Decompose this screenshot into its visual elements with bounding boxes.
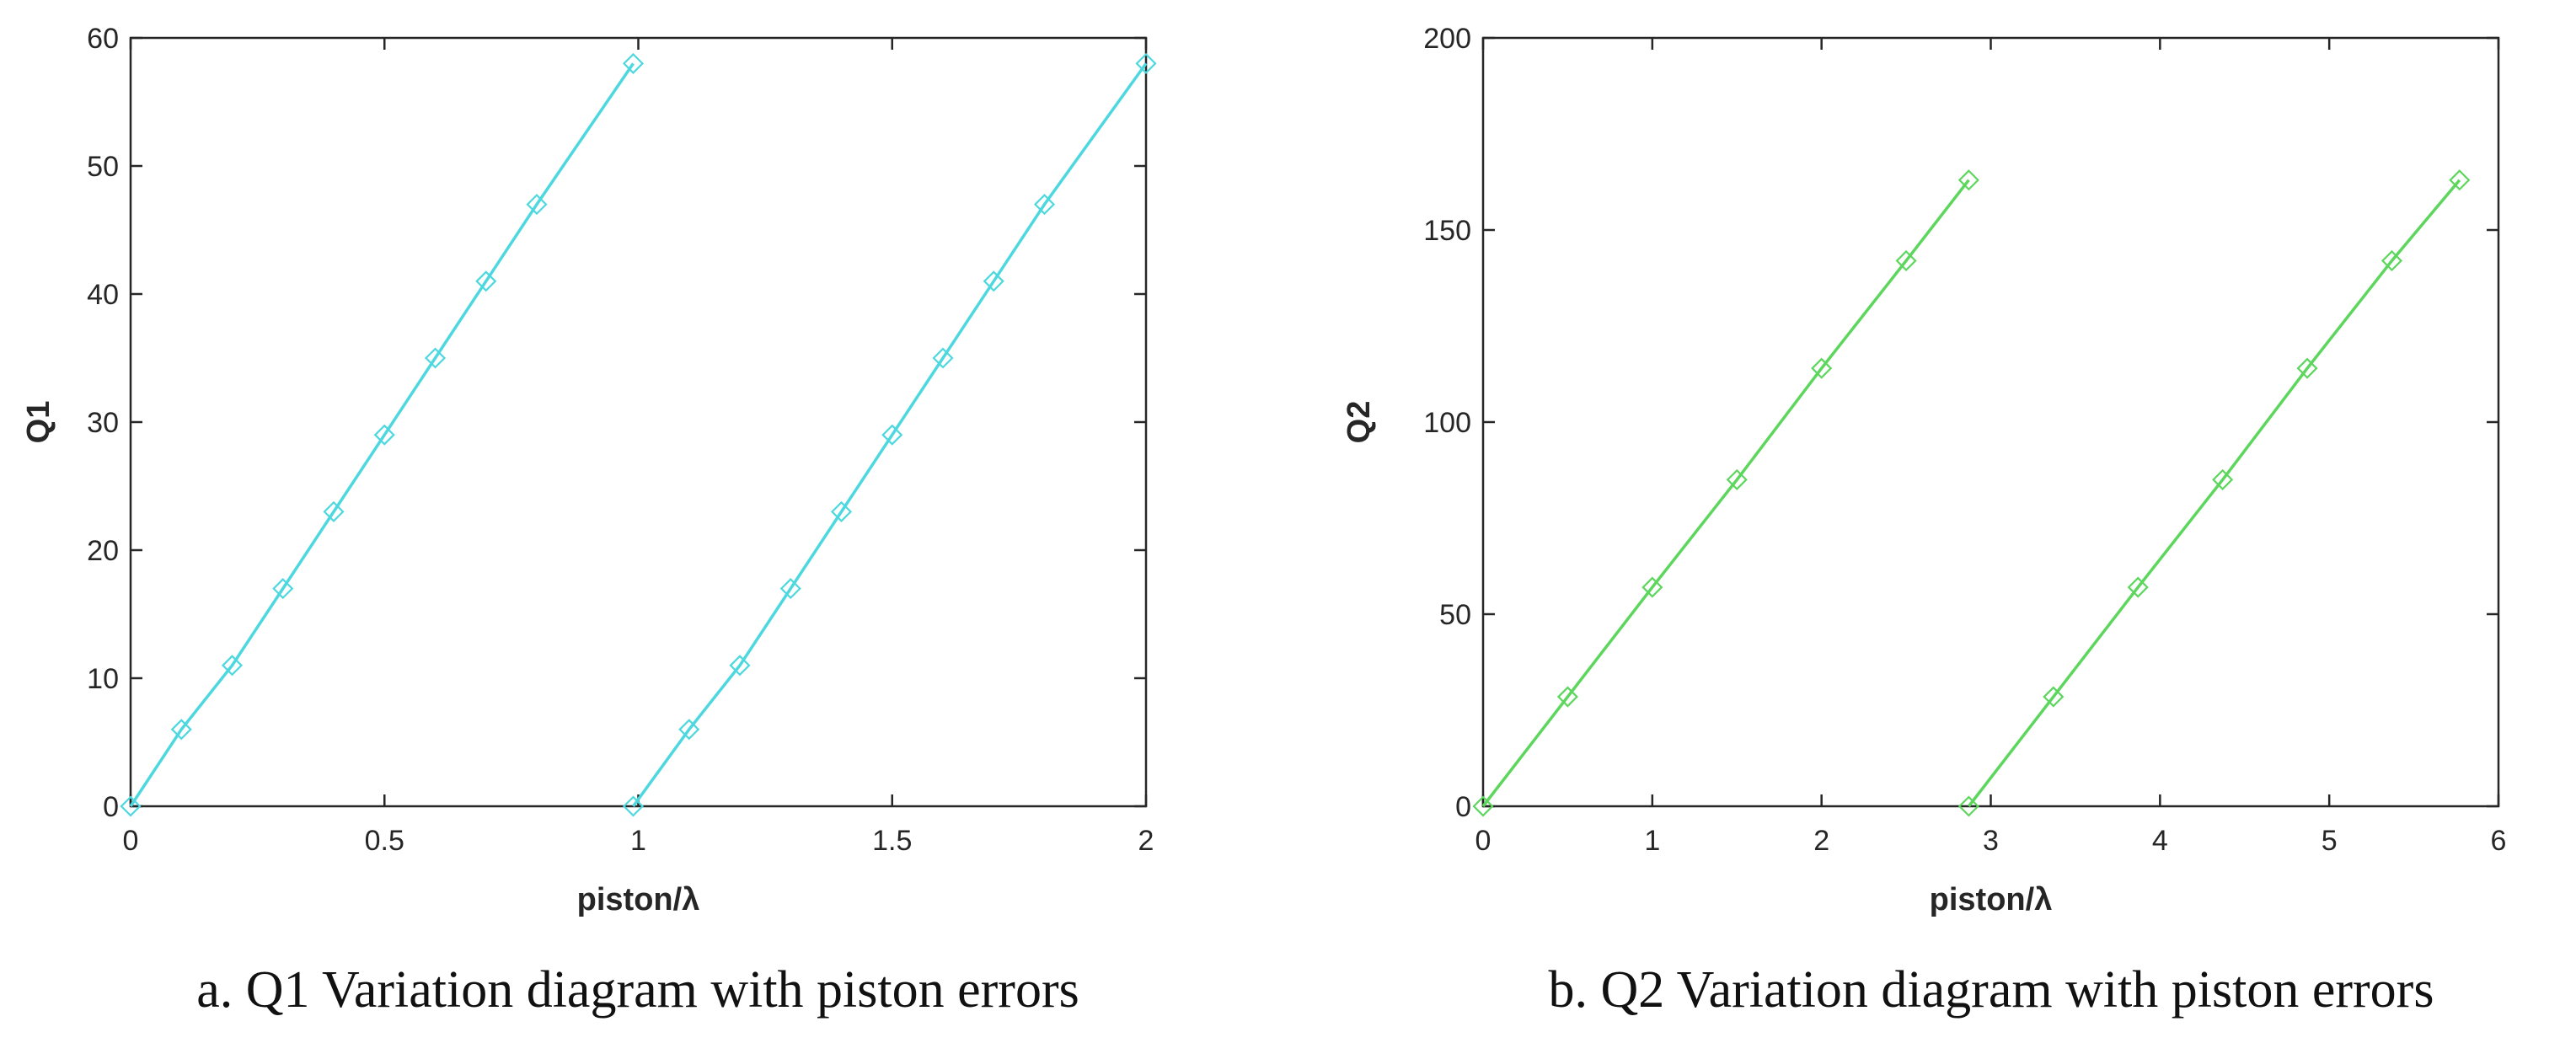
y-tick-label: 200 — [1423, 23, 1471, 55]
data-point-marker — [1472, 795, 1494, 817]
data-point-marker — [1811, 357, 1833, 379]
data-point-marker — [2381, 249, 2403, 272]
y-tick-label: 10 — [87, 663, 119, 695]
data-point-marker — [622, 52, 645, 74]
x-axis-label: piston/λ — [1930, 882, 2053, 917]
data-point-marker — [2043, 686, 2065, 708]
data-point-marker — [1957, 169, 1979, 191]
series-line — [632, 62, 1148, 808]
y-tick-label: 60 — [87, 23, 119, 55]
x-tick-label: 2 — [1138, 825, 1154, 857]
data-point-marker — [272, 578, 294, 600]
x-tick-label: 0.5 — [365, 825, 404, 857]
y-tick-label: 150 — [1423, 215, 1471, 247]
y-tick-label: 30 — [87, 407, 119, 439]
x-tick-label: 1 — [1644, 825, 1660, 857]
data-point-marker — [932, 347, 954, 369]
data-point-marker — [323, 500, 345, 522]
chart-panel-q2: 0 1 2 3 4 5 6 0 50 100 150 200 piston/λ Q2 b. Q2 Varia… — [1342, 23, 2506, 1019]
data-point-marker — [983, 270, 1004, 292]
data-point-marker — [170, 719, 192, 741]
y-axis-label: Q1 — [21, 401, 56, 444]
data-point-marker — [1135, 52, 1157, 74]
plot-area — [1481, 36, 2500, 808]
data-point-marker — [120, 795, 142, 817]
data-point-marker — [1556, 686, 1578, 708]
data-point-marker — [1033, 194, 1056, 216]
x-tick-label: 1.5 — [872, 825, 912, 857]
x-tick-label: 0 — [1475, 825, 1492, 857]
data-point-marker — [779, 578, 801, 600]
data-point-marker — [475, 270, 497, 292]
data-point-marker — [221, 655, 244, 677]
x-tick-label: 5 — [2322, 825, 2338, 857]
chart-caption: a. Q1 Variation diagram with piston erro… — [196, 961, 1079, 1019]
y-tick-label: 0 — [103, 791, 119, 823]
data-point-marker — [2127, 576, 2149, 598]
data-point-marker — [1726, 468, 1748, 490]
y-axis-label: Q2 — [1342, 401, 1377, 444]
y-tick-label: 50 — [87, 151, 119, 183]
data-point-marker — [622, 795, 645, 817]
y-tick-label: 100 — [1423, 407, 1471, 439]
plot-area — [129, 36, 1148, 808]
y-tick-label: 50 — [1439, 599, 1471, 631]
y-tick-label: 0 — [1455, 791, 1471, 823]
data-point-marker — [1895, 249, 1917, 272]
data-point-marker — [830, 500, 853, 522]
x-tick-label: 1 — [630, 825, 646, 857]
x-tick-label: 4 — [2152, 825, 2168, 857]
x-axis-label: piston/λ — [577, 882, 700, 917]
series-line — [129, 62, 635, 807]
data-point-marker — [2296, 357, 2318, 379]
series-line — [1968, 179, 2461, 808]
series-line — [1481, 179, 1970, 808]
y-tick-label: 40 — [87, 279, 119, 311]
data-point-marker — [729, 655, 751, 677]
data-point-marker — [2212, 468, 2234, 490]
data-point-marker — [424, 347, 447, 369]
x-tick-label: 6 — [2491, 825, 2507, 857]
x-tick-label: 0 — [123, 825, 139, 857]
data-point-marker — [678, 719, 700, 741]
data-point-marker — [2449, 169, 2471, 191]
x-tick-label: 2 — [1813, 825, 1829, 857]
y-tick-label: 20 — [87, 535, 119, 567]
data-point-marker — [526, 194, 548, 216]
data-point-marker — [1641, 576, 1663, 598]
data-point-marker — [1957, 795, 1979, 817]
x-tick-label: 3 — [1983, 825, 1999, 857]
chart-caption: b. Q2 Variation diagram with piston erro… — [1549, 961, 2434, 1019]
data-point-marker — [881, 424, 903, 446]
data-point-marker — [373, 424, 395, 446]
